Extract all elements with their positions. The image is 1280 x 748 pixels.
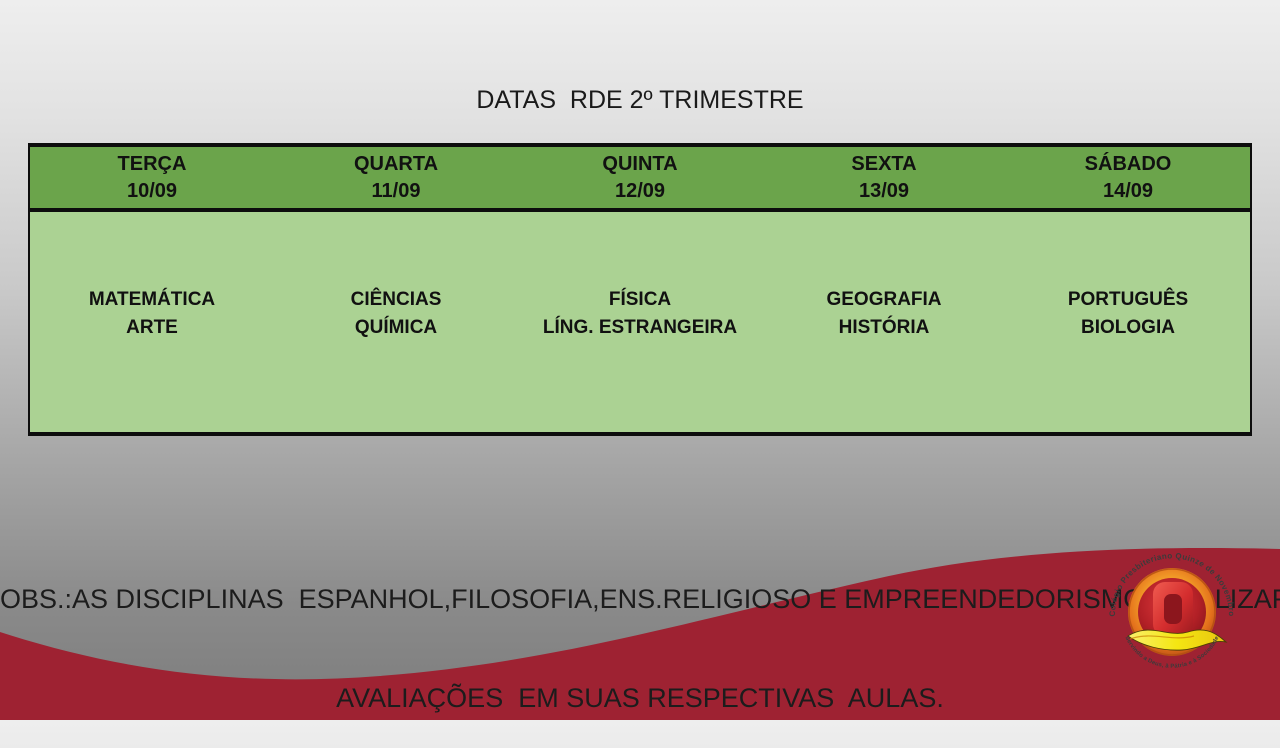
header-cell-terca: TERÇA 10/09 bbox=[30, 147, 274, 208]
date-label: 14/09 bbox=[1102, 179, 1154, 202]
red-wave-decoration bbox=[0, 548, 1280, 720]
subjects-cell-quarta: CIÊNCIAS QUÍMICA bbox=[274, 212, 518, 432]
subjects-cell-sabado: PORTUGUÊS BIOLOGIA bbox=[1006, 212, 1250, 432]
subject-label: FÍSICA bbox=[608, 289, 672, 310]
subject-label: PORTUGUÊS bbox=[1067, 289, 1189, 310]
school-logo: Colégio Presbiteriano Quinze de Novembro… bbox=[1108, 551, 1236, 669]
logo-ring-outline bbox=[1128, 568, 1216, 656]
header-cell-sabado: SÁBADO 14/09 bbox=[1006, 147, 1250, 208]
subject-label: ARTE bbox=[126, 317, 178, 338]
day-label: QUINTA bbox=[602, 152, 678, 175]
subject-label: QUÍMICA bbox=[354, 317, 438, 338]
subject-label: CIÊNCIAS bbox=[350, 289, 442, 310]
red-wave-shape bbox=[0, 548, 1280, 720]
exam-schedule-table: TERÇA 10/09 QUARTA 11/09 QUINTA 12/09 SE… bbox=[28, 143, 1252, 436]
schedule-header-row: TERÇA 10/09 QUARTA 11/09 QUINTA 12/09 SE… bbox=[30, 147, 1250, 212]
observation-note-line2: AVALIAÇÕES EM SUAS RESPECTIVAS AULAS. bbox=[336, 683, 944, 713]
subject-label: GEOGRAFIA bbox=[826, 289, 942, 310]
date-label: 10/09 bbox=[126, 179, 178, 202]
day-label: TERÇA bbox=[117, 152, 187, 175]
date-label: 13/09 bbox=[858, 179, 910, 202]
logo-emblem bbox=[1127, 568, 1228, 656]
day-label: SEXTA bbox=[851, 152, 917, 175]
date-label: 11/09 bbox=[371, 179, 421, 202]
header-cell-quarta: QUARTA 11/09 bbox=[274, 147, 518, 208]
subject-label: LÍNG. ESTRANGEIRA bbox=[542, 317, 738, 338]
slide-title-line1: DATAS RDE 2º TRIMESTRE bbox=[476, 86, 804, 114]
observation-note-line1: OBS.:AS DISCIPLINAS ESPANHOL,FILOSOFIA,E… bbox=[0, 584, 1280, 614]
logo-q-counter bbox=[1164, 594, 1182, 624]
subjects-cell-quinta: FÍSICA LÍNG. ESTRANGEIRA bbox=[518, 212, 762, 432]
subjects-cell-terca: MATEMÁTICA ARTE bbox=[30, 212, 274, 432]
subject-label: MATEMÁTICA bbox=[88, 289, 216, 310]
observation-note: OBS.:AS DISCIPLINAS ESPANHOL,FILOSOFIA,E… bbox=[0, 517, 1280, 748]
day-label: SÁBADO bbox=[1084, 152, 1172, 175]
date-label: 12/09 bbox=[614, 179, 666, 202]
logo-swoosh-shadow bbox=[1129, 635, 1195, 640]
schedule-subjects-row: MATEMÁTICA ARTE CIÊNCIAS QUÍMICA FÍSICA … bbox=[30, 212, 1250, 432]
logo-yellow-swoosh bbox=[1127, 629, 1228, 651]
slide-canvas: { "slide": { "title": { "line1": "DATAS … bbox=[0, 0, 1280, 720]
subject-label: BIOLOGIA bbox=[1081, 317, 1175, 338]
header-cell-quinta: QUINTA 12/09 bbox=[518, 147, 762, 208]
subjects-cell-sexta: GEOGRAFIA HISTÓRIA bbox=[762, 212, 1006, 432]
subject-label: HISTÓRIA bbox=[838, 317, 930, 338]
header-cell-sexta: SEXTA 13/09 bbox=[762, 147, 1006, 208]
day-label: QUARTA bbox=[353, 152, 439, 175]
